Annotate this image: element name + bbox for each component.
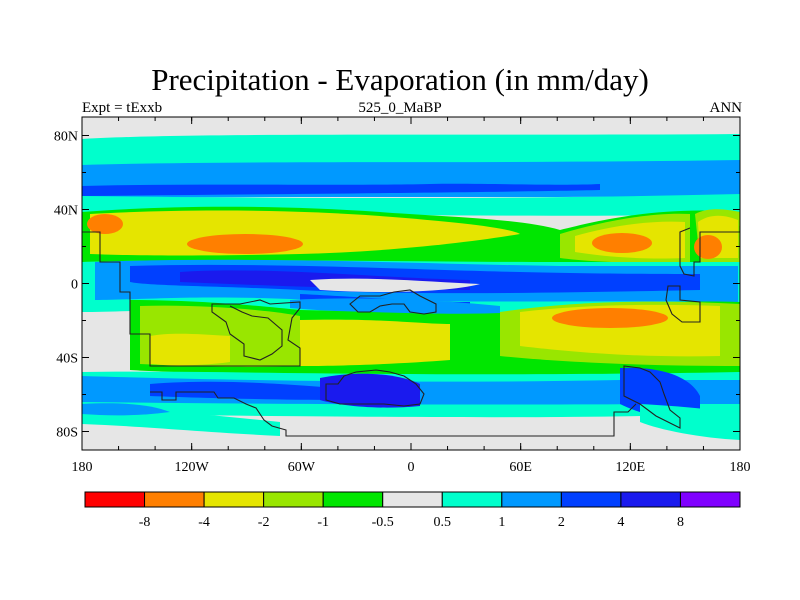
time-label: 525_0_MaBP <box>358 100 442 116</box>
y-tick-label: 40N <box>54 204 78 219</box>
colorbar-label: -4 <box>198 515 210 530</box>
dry-blob-north-pacific <box>187 234 303 254</box>
axis-ticks <box>81 117 741 450</box>
x-tick-label: 180 <box>72 460 93 475</box>
plot-title: Precipitation - Evaporation (in mm/day) <box>151 62 649 97</box>
colorbar-swatch <box>560 491 622 508</box>
colorbar <box>84 491 741 508</box>
map-field <box>82 117 740 450</box>
colorbar-label: -2 <box>258 515 270 530</box>
colorbar-swatch <box>441 491 503 508</box>
x-tick-label: 60W <box>288 460 316 475</box>
continent-outlines <box>82 226 740 437</box>
colorbar-label: 4 <box>617 515 624 530</box>
x-tick-label: 180 <box>730 460 751 475</box>
y-tick-label: 80N <box>54 130 78 145</box>
x-tick-label: 0 <box>408 460 415 475</box>
colorbar-label: 8 <box>677 515 684 530</box>
season-label: ANN <box>709 100 743 116</box>
colorbar-swatch <box>84 491 146 508</box>
y-tick-label: 0 <box>71 278 78 293</box>
y-tick-label: 40S <box>56 352 78 367</box>
dry-blob-south-indian <box>552 308 668 328</box>
colorbar-swatch <box>322 491 384 508</box>
colorbar-swatch <box>144 491 205 508</box>
colorbar-swatch <box>203 491 265 508</box>
x-tick-label: 60E <box>509 460 532 475</box>
colorbar-swatch <box>263 491 324 508</box>
y-tick-label: 80S <box>56 426 78 441</box>
colorbar-labels: -8 -4 -2 -1 -0.5 0.5 1 2 4 8 <box>139 515 684 530</box>
colorbar-label: -1 <box>317 515 329 530</box>
experiment-label: Expt = tExxb <box>82 100 163 116</box>
colorbar-label: -0.5 <box>372 515 394 530</box>
colorbar-swatch <box>620 491 681 508</box>
colorbar-label: 1 <box>498 515 505 530</box>
colorbar-swatch <box>679 491 741 508</box>
x-tick-label: 120W <box>175 460 210 475</box>
colorbar-label: -8 <box>139 515 151 530</box>
colorbar-swatch <box>382 491 443 508</box>
axis-tick-labels: 80N 40N 0 40S 80S 180 120W 60W 0 60E 120E 180 <box>54 130 751 476</box>
colorbar-label: 2 <box>558 515 565 530</box>
colorbar-swatch <box>501 491 562 508</box>
colorbar-label: 0.5 <box>434 515 452 530</box>
x-tick-label: 120E <box>616 460 646 475</box>
